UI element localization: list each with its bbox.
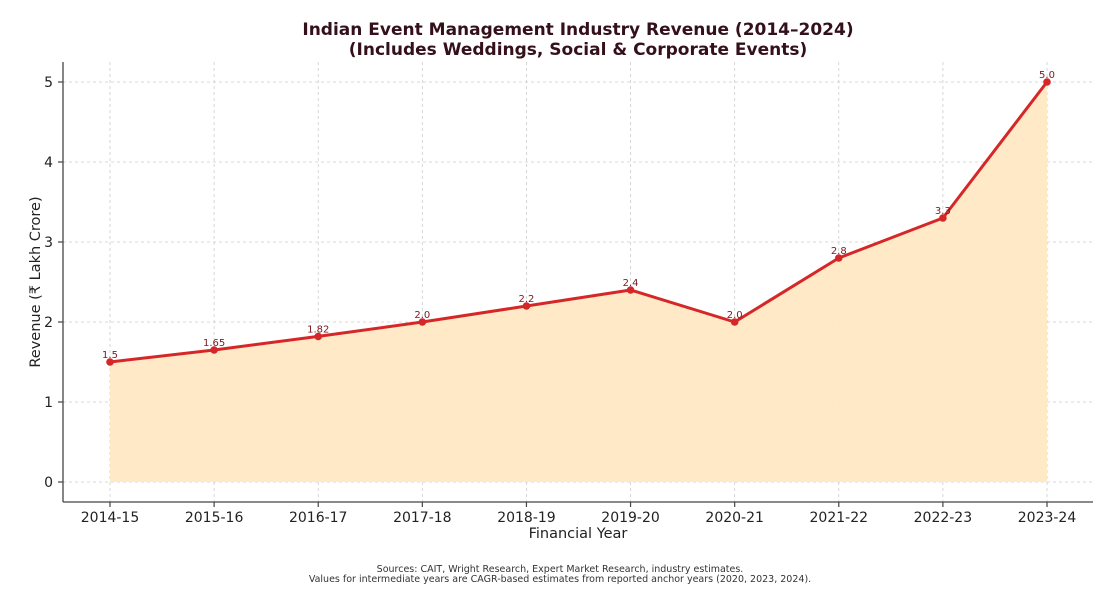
data-label: 2.0 [727,310,743,321]
data-point [314,332,323,341]
data-point [834,254,843,262]
x-tick-label: 2021-22 [810,510,869,526]
x-tick-label: 2018-19 [497,510,556,526]
y-tick-label: 0 [44,475,53,491]
area-fill [110,82,1047,482]
data-label: 1.5 [102,350,118,361]
x-tick-label: 2023-24 [1018,510,1077,526]
x-axis-label: Financial Year [529,526,628,542]
data-point [106,358,114,366]
data-label: 2.0 [414,310,430,321]
data-label: 3.3 [935,206,951,217]
x-tick-label: 2014-15 [81,510,140,526]
x-tick-label: 2015-16 [185,510,244,526]
x-tick-label: 2016-17 [289,510,348,526]
data-points-layer [106,78,1051,366]
series-line [108,80,1049,364]
chart-subtitle: (Includes Weddings, Social & Corporate E… [349,40,808,60]
data-label: 2.8 [831,246,847,257]
y-tick-label: 3 [44,235,53,251]
data-point [939,214,947,222]
footnote-sources: Sources: CAIT, Wright Research, Expert M… [377,564,744,575]
x-tick-label: 2019-20 [601,510,660,526]
y-tick-label: 1 [44,395,53,411]
data-label: 2.2 [518,294,534,305]
y-tick-label: 4 [44,155,53,171]
data-labels-layer: 1.5 1.65 1.82 2.0 2.2 2.4 2.0 2.8 3.3 5.0 [102,70,1055,361]
data-label: 5.0 [1039,70,1055,81]
data-point [522,302,531,310]
data-point [626,286,635,294]
y-tick-label: 5 [44,75,53,91]
y-tick-label: 2 [44,315,53,331]
data-point [730,318,739,326]
data-point [210,346,218,354]
series-line-layer [108,80,1049,364]
y-axis-label: Revenue (₹ Lakh Crore) [28,196,44,367]
data-label: 1.82 [307,324,329,335]
footnote-methodology: Values for intermediate years are CAGR-b… [309,574,811,585]
x-tick-label: 2017-18 [393,510,452,526]
chart-title: Indian Event Management Industry Revenue… [302,20,853,40]
x-ticks: 2014-15 2015-16 2016-17 2017-18 2018-19 2019-… [81,502,1077,526]
x-tick-label: 2020-21 [705,510,764,526]
area-fill-layer [110,82,1047,482]
data-point [418,318,427,326]
data-point [1043,78,1051,86]
data-label: 2.4 [623,278,639,289]
data-label: 1.65 [203,338,225,349]
x-tick-label: 2022-23 [914,510,973,526]
y-ticks: 0 1 2 3 4 5 [44,75,63,491]
